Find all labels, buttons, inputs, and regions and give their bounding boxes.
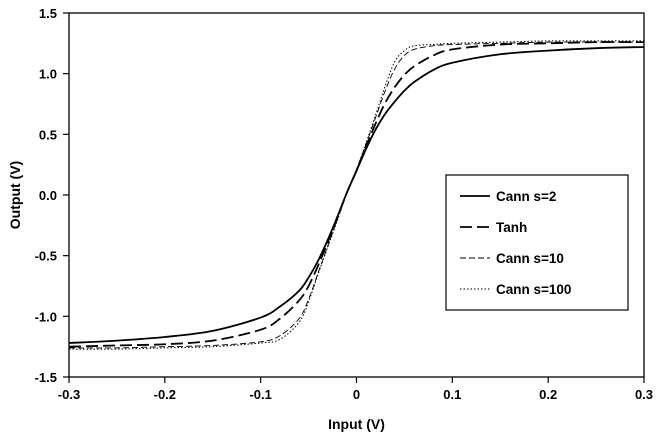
x-tick-label: 0.3 [635,387,653,402]
x-tick-label: -0.1 [249,387,271,402]
x-axis-title: Input (V) [328,416,385,432]
y-tick-label: 0.0 [39,188,57,203]
legend-label: Tanh [496,220,527,235]
legend-box [445,174,629,311]
y-axis-title: Output (V) [7,161,23,229]
legend-label: Cann s=10 [496,251,564,266]
x-tick-label: 0.2 [539,387,557,402]
legend: Cann s=2 Tanh Cann s=10 Cann s=100 [445,174,629,311]
x-tick-label: 0.1 [443,387,461,402]
y-tick-label: 1.0 [39,67,57,82]
x-tick-label: 0 [353,387,360,402]
y-tick-label: -1.0 [35,309,57,324]
y-tick-label: -0.5 [35,249,57,264]
legend-label: Cann s=2 [496,189,556,204]
series-layer [68,40,645,350]
x-tick-label: -0.2 [154,387,176,402]
legend-label: Cann s=100 [496,282,571,297]
y-axis: 1.5 1.0 0.5 0.0 -0.5 -1.0 -1.5 [35,6,69,385]
x-axis: -0.3 -0.2 -0.1 0 0.1 0.2 0.3 [58,377,653,402]
y-tick-label: 0.5 [39,127,57,142]
series-line-cann-s-10 [68,41,644,349]
x-tick-label: -0.3 [58,387,80,402]
y-tick-label: -1.5 [35,370,57,385]
y-tick-label: 1.5 [39,6,57,21]
